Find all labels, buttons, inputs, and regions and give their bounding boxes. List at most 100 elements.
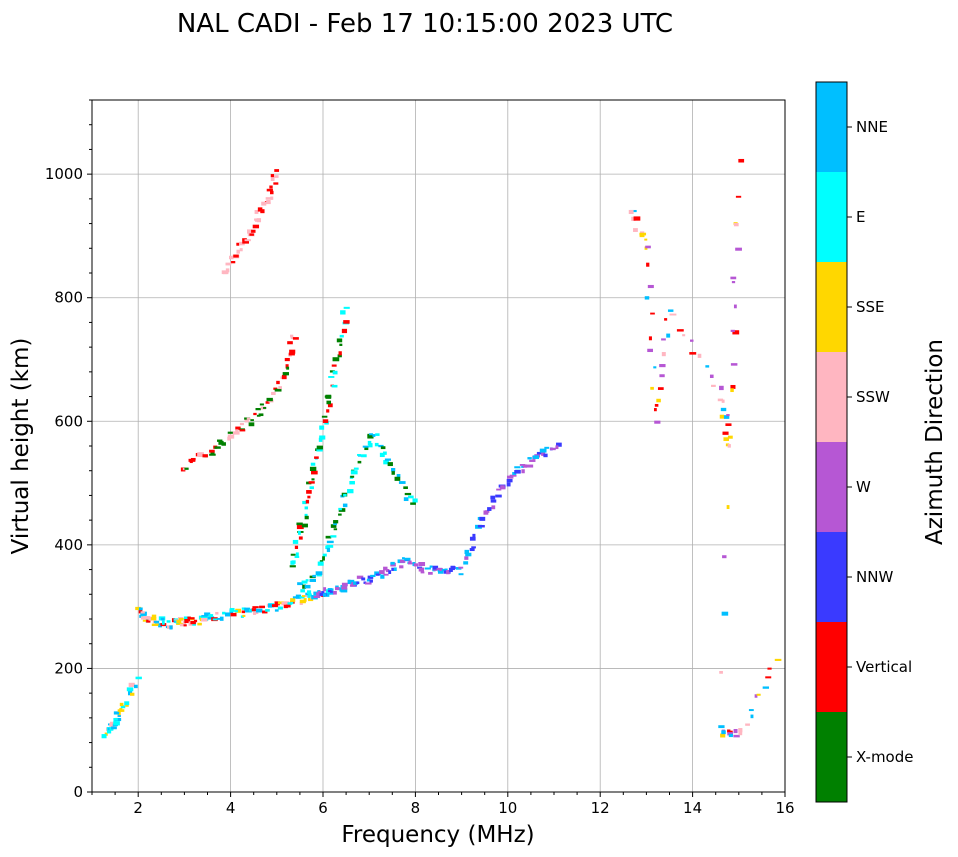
echo-mark	[317, 590, 322, 594]
echo-mark	[244, 418, 249, 423]
echo-mark	[722, 555, 727, 559]
echo-mark	[323, 587, 327, 592]
echo-mark	[265, 609, 270, 612]
echo-mark	[383, 573, 389, 576]
y-axis-label: Virtual height (km)	[8, 338, 34, 555]
echo-mark	[521, 469, 525, 474]
echo-mark	[271, 604, 279, 608]
echo-mark	[424, 567, 431, 570]
echo-mark	[500, 485, 505, 489]
echo-mark	[316, 447, 323, 452]
echo-mark	[367, 575, 374, 579]
echo-mark	[151, 623, 159, 627]
echo-mark	[299, 602, 303, 605]
echo-mark	[250, 419, 254, 422]
echo-mark	[633, 228, 638, 232]
echo-mark	[727, 444, 731, 448]
echo-mark	[420, 571, 425, 574]
echo-mark	[343, 493, 347, 497]
echo-mark	[143, 616, 150, 620]
echo-mark	[183, 624, 187, 627]
echo-mark	[326, 400, 332, 405]
echo-mark	[726, 414, 730, 417]
echo-mark	[379, 570, 385, 574]
echo-mark	[113, 721, 120, 726]
echo-mark	[343, 306, 350, 309]
echo-mark	[432, 565, 439, 570]
chart-title: NAL CADI - Feb 17 10:15:00 2023 UTC	[177, 9, 673, 39]
echo-mark	[337, 354, 342, 358]
echo-mark	[327, 592, 331, 595]
echo-mark	[328, 589, 332, 593]
echo-mark	[316, 592, 321, 597]
echo-mark	[135, 676, 142, 680]
echo-mark	[309, 486, 314, 490]
echo-mark	[311, 478, 315, 481]
echo-mark	[271, 391, 276, 396]
echo-mark	[644, 296, 650, 300]
echo-mark	[326, 547, 331, 553]
echo-mark	[309, 578, 316, 582]
echo-mark	[289, 565, 296, 568]
echo-mark	[521, 465, 525, 468]
echo-mark	[311, 470, 318, 475]
echo-mark	[690, 339, 694, 342]
echo-mark	[375, 573, 380, 576]
echo-mark	[495, 494, 502, 498]
echo-mark	[372, 434, 376, 437]
echo-mark	[142, 619, 150, 622]
echo-mark	[408, 560, 412, 564]
echo-mark	[160, 617, 165, 621]
echo-mark	[340, 310, 346, 315]
echo-mark	[391, 471, 395, 475]
echo-mark	[650, 386, 654, 390]
echo-mark	[335, 585, 339, 589]
echo-mark	[262, 610, 268, 614]
echo-mark	[309, 466, 317, 472]
echo-mark	[322, 593, 327, 597]
echo-mark	[184, 618, 191, 624]
echo-mark	[722, 431, 729, 435]
echo-mark	[171, 618, 175, 623]
echo-mark	[109, 721, 115, 724]
echo-mark	[487, 507, 492, 511]
echo-mark	[326, 409, 330, 413]
echo-mark	[190, 620, 196, 625]
echo-mark	[408, 495, 414, 499]
echo-mark	[298, 536, 303, 540]
echo-mark	[331, 364, 337, 367]
echo-mark	[383, 460, 389, 465]
echo-mark	[659, 364, 666, 368]
echo-mark	[319, 425, 325, 430]
echo-mark	[479, 516, 486, 521]
echo-mark	[388, 570, 392, 574]
echo-mark	[322, 553, 327, 557]
echo-mark	[384, 458, 391, 461]
echo-mark	[216, 617, 223, 620]
echo-mark	[393, 567, 397, 571]
x-tick-label: 6	[318, 799, 328, 817]
colorbar-swatch	[816, 172, 847, 262]
echo-mark	[364, 582, 372, 585]
echo-mark	[379, 452, 385, 458]
echo-mark	[631, 216, 636, 221]
echo-mark	[767, 667, 772, 670]
echo-mark	[235, 426, 241, 431]
echo-mark	[353, 581, 359, 585]
echo-mark	[745, 723, 750, 726]
echo-mark	[705, 365, 710, 368]
echo-mark	[208, 614, 214, 617]
echo-mark	[214, 446, 221, 449]
echo-mark	[735, 195, 742, 198]
echo-mark	[270, 174, 275, 178]
colorbar-frame	[815, 81, 848, 803]
x-tick-label: 8	[411, 799, 421, 817]
echo-mark	[390, 561, 395, 565]
echo-mark	[338, 513, 342, 516]
echo-mark	[305, 592, 311, 596]
echo-mark	[259, 403, 264, 406]
echo-mark	[304, 506, 309, 510]
echo-mark	[225, 268, 230, 273]
echo-mark	[330, 535, 337, 538]
echo-mark	[347, 579, 355, 584]
